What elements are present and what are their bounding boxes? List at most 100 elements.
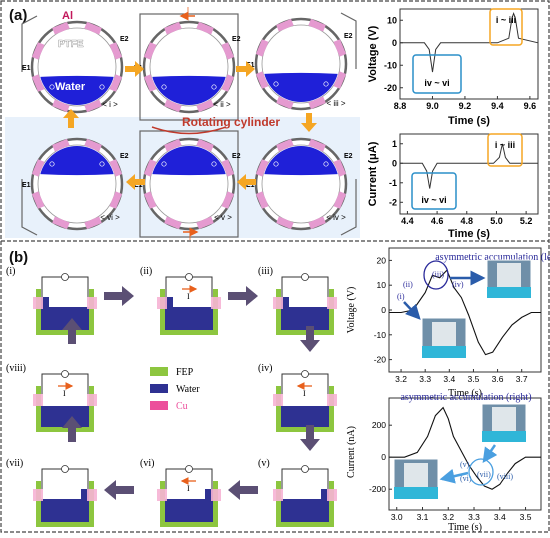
plot-frame [399,133,539,215]
x-tick-label: 3.1 [417,512,429,522]
ptfe-label: PTFE [58,39,84,50]
step-label: < vi > [100,213,120,222]
x-tick-label: 5.2 [520,216,533,226]
point-label: (vi) [460,474,472,483]
cu-electrode-right [87,489,97,501]
cu-electrode-right [211,297,221,309]
cu-electrode-right [87,394,97,406]
y-axis-label: Voltage (V) [367,25,379,82]
water-body [281,406,329,427]
water-rise [321,489,329,499]
x-tick-label: 3.5 [520,512,532,522]
arrow-v-vi [228,480,258,500]
process-arrows [62,286,320,500]
step-label: < iii > [326,99,345,108]
y-tick-label: -20 [374,355,387,365]
fep-container [160,289,218,335]
y-tick-label: 20 [377,255,387,265]
cu-electrode-right [327,297,337,309]
ptfe-segment [31,159,45,177]
circuit-wire [340,179,357,236]
meter-icon [301,370,309,378]
data-series-line [400,12,539,73]
step-label: < iv > [326,213,346,222]
ptfe-segment [31,74,45,92]
cu-electrode-left [33,297,43,309]
device-step-8: (viii) I [6,363,97,432]
fep-container [36,481,94,527]
charge-dot [161,161,167,167]
legend-swatch-fep [150,367,168,376]
point-label: (viii) [497,472,513,481]
data-series-line [400,143,538,189]
point-label: (iv) [452,280,464,289]
device-step-4: (iv) I [258,363,337,432]
y-tick-label: 0 [392,158,397,168]
ptfe-segment [255,159,269,177]
x-tick-label: 4.4 [401,216,414,226]
circuit-wire [21,15,38,72]
charge-dot [211,161,217,167]
ptfe-segment [196,138,214,152]
ptfe-segment [221,42,235,60]
ptfe-segment [221,159,235,177]
x-axis-label: Time (s) [448,522,482,533]
point-label: (iii) [432,270,444,279]
legend-label-water: Water [176,384,200,395]
data-series-line [389,406,541,490]
water-body [264,72,338,102]
electrode-label-e1: E1 [134,182,143,189]
ptfe-segment [308,138,326,152]
ptfe-segment [196,99,214,113]
device-step-6: (vi) I [140,458,221,527]
water-body [165,499,213,522]
cu-electrode-right [211,489,221,501]
cu-electrode-right [327,394,337,406]
arrow-ii-iii [228,286,258,306]
x-tick-label: 3.3 [419,374,431,384]
ptfe-segment [84,99,102,113]
cylinder-step-6: E1 E2 < vi > [21,137,129,236]
negative-peak-label: iv ~ vi [421,195,446,205]
step-label: (i) [6,266,15,277]
x-tick-label: 3.3 [468,512,480,522]
ptfe-segment [31,191,45,209]
y-tick-label: -20 [384,83,397,93]
fep-container [36,289,94,335]
ptfe-segment [276,18,294,32]
ptfe-segment [143,159,157,177]
arrow-iv-v [300,425,320,451]
meter-icon [301,465,309,473]
x-axis-label: Time (s) [448,388,482,399]
step-label: < ii > [213,100,231,109]
step-label: (vii) [6,458,23,469]
water-body [41,499,89,522]
electrode-label-e2: E2 [120,36,129,43]
cu-electrode-right [327,489,337,501]
electrode-label-e2: E2 [232,36,241,43]
x-tick-label: 9.4 [491,101,504,111]
fep-container [36,386,94,432]
water-rise [81,489,89,499]
y-tick-label: -1 [389,178,397,188]
ptfe-segment [164,216,182,230]
negative-peak-box [412,54,462,94]
y-tick-label: 200 [372,420,386,430]
current-indicators: II [151,6,227,242]
arrow-i-ii [125,61,144,77]
fep-container [276,386,334,432]
charge-dot [99,161,105,167]
electrode-label-e1: E1 [22,182,31,189]
cylinder-step-5: E1 E2 < v > [134,130,241,238]
panel-a-current-plot: 4.4 4.6 4.8 5.0 5.2 1 0 -1 -2 Current (μA) Time … [367,133,539,240]
current-label: I [187,484,190,493]
electrode-label-e2: E2 [344,33,353,40]
meter-icon [185,273,193,281]
ptfe-segment [143,42,157,60]
plot-title: asymmetric accumulation (right) [400,392,531,403]
ptfe-segment [84,21,102,35]
circuit-wire [21,179,38,236]
cu-electrode-left [273,394,283,406]
ptfe-segment [196,21,214,35]
